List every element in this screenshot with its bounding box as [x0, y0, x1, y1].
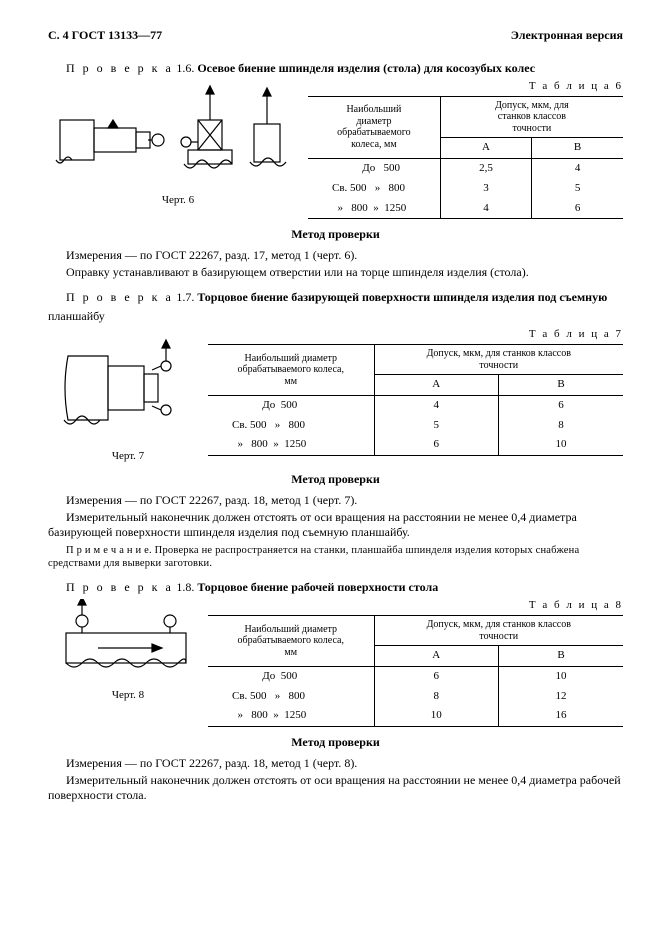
- figure-7-svg: [48, 328, 208, 446]
- table-7-label: Т а б л и ц а 7: [208, 328, 623, 342]
- table-row: Св. 500 » 800 8 12: [208, 687, 623, 707]
- t8-r1-a: 8: [374, 687, 499, 707]
- t6-h2: Допуск, мкм, длястанков классовточности: [440, 96, 623, 138]
- figure-7-caption: Черт. 7: [48, 450, 208, 464]
- t7-h2: Допуск, мкм, для станков классовточности: [374, 345, 623, 375]
- t7-r0-b: 6: [499, 395, 624, 415]
- check-num: 1.7.: [173, 290, 197, 304]
- table-row: » 800 » 1250 10 16: [208, 706, 623, 726]
- t6-r2-b: 6: [532, 199, 623, 219]
- para-16a: Измерения — по ГОСТ 22267, разд. 17, мет…: [48, 248, 623, 263]
- method-heading-1: Метод проверки: [48, 227, 623, 242]
- t6-r2-a: 4: [440, 199, 531, 219]
- t6-r1-c: Св. 500 » 800: [308, 179, 440, 199]
- block-1-6: Черт. 6 Т а б л и ц а 6 Наибольшийдиамет…: [48, 80, 623, 219]
- t7-h1: Наибольший диаметробрабатываемого колеса…: [208, 345, 374, 396]
- table-6-label: Т а б л и ц а 6: [308, 80, 623, 94]
- t7-r2-c: » 800 » 1250: [208, 435, 374, 455]
- check-1-7-heading: П р о в е р к а 1.7. Торцовое биение баз…: [66, 290, 623, 305]
- t8-hA: А: [374, 646, 499, 667]
- check-1-8-heading: П р о в е р к а 1.8. Торцовое биение раб…: [66, 580, 623, 595]
- para-16b: Оправку устанавливают в базирующем отвер…: [48, 265, 623, 280]
- para-17a: Измерения — по ГОСТ 22267, разд. 18, мет…: [48, 493, 623, 508]
- t8-h1: Наибольший диаметробрабатываемого колеса…: [208, 616, 374, 667]
- page: С. 4 ГОСТ 13133—77 Электронная версия П …: [0, 0, 661, 936]
- para-18a: Измерения — по ГОСТ 22267, разд. 18, мет…: [48, 756, 623, 771]
- table-row: Св. 500 » 800 5 8: [208, 416, 623, 436]
- figure-8-column: Черт. 8: [48, 599, 208, 703]
- para-17b: Измерительный наконечник должен отстоять…: [48, 510, 623, 540]
- t6-r1-b: 5: [532, 179, 623, 199]
- t6-r1-a: 3: [440, 179, 531, 199]
- table-7-column: Т а б л и ц а 7 Наибольший диаметробраба…: [208, 328, 623, 456]
- t6-r0-b: 4: [532, 159, 623, 179]
- table-8-column: Т а б л и ц а 8 Наибольший диаметробраба…: [208, 599, 623, 727]
- t8-r2-a: 10: [374, 706, 499, 726]
- table-6: Наибольшийдиаметробрабатываемогоколеса, …: [308, 96, 623, 220]
- table-row: Св. 500 » 800 3 5: [308, 179, 623, 199]
- table-7: Наибольший диаметробрабатываемого колеса…: [208, 344, 623, 456]
- method-heading-2: Метод проверки: [48, 472, 623, 487]
- header-left: С. 4 ГОСТ 13133—77: [48, 28, 162, 43]
- para-18b: Измерительный наконечник должен отстоять…: [48, 773, 623, 803]
- table-row: До 500 6 10: [208, 666, 623, 686]
- t7-r1-c: Св. 500 » 800: [208, 416, 374, 436]
- figure-6-caption: Черт. 6: [48, 194, 308, 208]
- figure-6-column: Черт. 6: [48, 80, 308, 208]
- figure-8-caption: Черт. 8: [48, 689, 208, 703]
- t7-hA: А: [374, 375, 499, 396]
- block-1-7: Черт. 7 Т а б л и ц а 7 Наибольший диаме…: [48, 328, 623, 464]
- t8-r0-c: До 500: [208, 666, 374, 686]
- figure-7-column: Черт. 7: [48, 328, 208, 464]
- t8-r2-b: 16: [499, 706, 624, 726]
- table-row: » 800 » 1250 4 6: [308, 199, 623, 219]
- check-num: 1.8.: [173, 580, 197, 594]
- t8-r1-b: 12: [499, 687, 624, 707]
- check-prefix: П р о в е р к а: [66, 290, 173, 304]
- t7-r1-b: 8: [499, 416, 624, 436]
- t6-hB: В: [532, 138, 623, 159]
- figure-8-svg: [48, 599, 208, 685]
- t7-r0-c: До 500: [208, 395, 374, 415]
- t6-h1: Наибольшийдиаметробрабатываемогоколеса, …: [308, 96, 440, 158]
- t7-r1-a: 5: [374, 416, 499, 436]
- check-title-l2: планшайбу: [48, 309, 623, 324]
- method-heading-3: Метод проверки: [48, 735, 623, 750]
- t6-r0-c: До 500: [308, 159, 440, 179]
- t6-hA: А: [440, 138, 531, 159]
- t7-r0-a: 4: [374, 395, 499, 415]
- t8-hB: В: [499, 646, 624, 667]
- t8-r0-a: 6: [374, 666, 499, 686]
- table-row: До 500 2,5 4: [308, 159, 623, 179]
- check-prefix: П р о в е р к а: [66, 580, 173, 594]
- t7-r2-b: 10: [499, 435, 624, 455]
- check-prefix: П р о в е р к а: [66, 61, 173, 75]
- t8-r0-b: 10: [499, 666, 624, 686]
- block-1-8: Черт. 8 Т а б л и ц а 8 Наибольший диаме…: [48, 599, 623, 727]
- t8-r2-c: » 800 » 1250: [208, 706, 374, 726]
- t7-r2-a: 6: [374, 435, 499, 455]
- t8-r1-c: Св. 500 » 800: [208, 687, 374, 707]
- table-row: До 500 4 6: [208, 395, 623, 415]
- table-8-label: Т а б л и ц а 8: [208, 599, 623, 613]
- header-right: Электронная версия: [511, 28, 623, 43]
- check-1-6-heading: П р о в е р к а 1.6. Осевое биение шпинд…: [66, 61, 623, 76]
- figure-6-svg: [48, 80, 308, 190]
- note-17: П р и м е ч а н и е. Проверка не распрос…: [48, 544, 623, 570]
- table-8: Наибольший диаметробрабатываемого колеса…: [208, 615, 623, 727]
- t7-hB: В: [499, 375, 624, 396]
- page-header: С. 4 ГОСТ 13133—77 Электронная версия: [48, 28, 623, 43]
- t8-h2: Допуск, мкм, для станков классовточности: [374, 616, 623, 646]
- check-title: Торцовое биение рабочей поверхности стол…: [197, 580, 438, 594]
- table-row: » 800 » 1250 6 10: [208, 435, 623, 455]
- table-6-column: Т а б л и ц а 6 Наибольшийдиаметробрабат…: [308, 80, 623, 219]
- check-title: Осевое биение шпинделя изделия (стола) д…: [197, 61, 535, 75]
- check-title-l1: Торцовое биение базирующей поверхности ш…: [197, 290, 607, 304]
- t6-r0-a: 2,5: [440, 159, 531, 179]
- check-num: 1.6.: [173, 61, 197, 75]
- t6-r2-c: » 800 » 1250: [308, 199, 440, 219]
